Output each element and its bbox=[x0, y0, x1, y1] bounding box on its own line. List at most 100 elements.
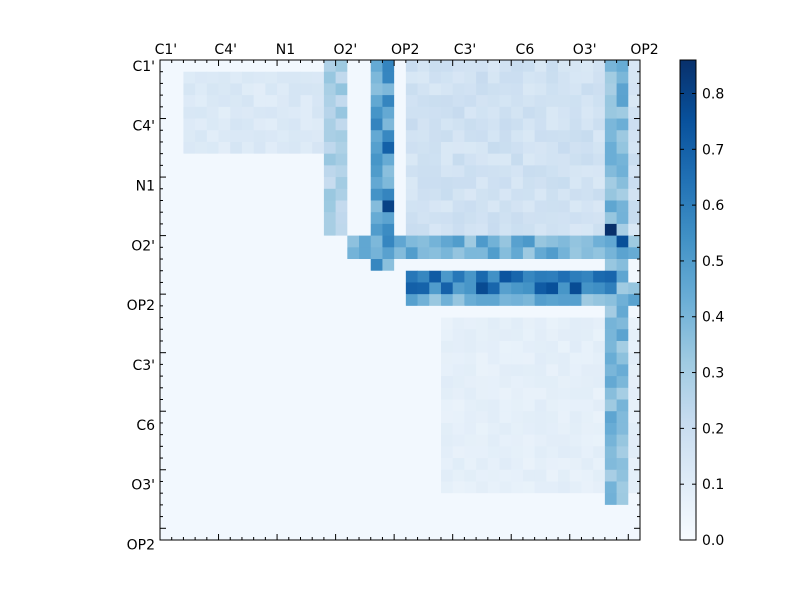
heatmap-cell bbox=[464, 305, 477, 318]
heatmap-cell bbox=[265, 399, 278, 412]
heatmap-cell bbox=[382, 294, 395, 307]
heatmap-cell bbox=[628, 235, 641, 248]
heatmap-cell bbox=[265, 177, 278, 190]
heatmap-cell bbox=[230, 469, 243, 482]
heatmap-cell bbox=[359, 95, 372, 108]
heatmap-cell bbox=[604, 411, 617, 424]
heatmap-cell bbox=[160, 329, 173, 342]
heatmap-cell bbox=[382, 399, 395, 412]
heatmap-cell bbox=[183, 340, 196, 354]
heatmap-cell bbox=[359, 340, 372, 354]
heatmap-cell bbox=[616, 504, 629, 517]
heatmap-cell bbox=[183, 364, 196, 377]
heatmap-cell bbox=[417, 493, 430, 506]
heatmap-cell bbox=[382, 458, 395, 471]
heatmap-cell bbox=[335, 153, 348, 166]
heatmap-cell bbox=[335, 212, 348, 225]
heatmap-cell bbox=[394, 212, 407, 225]
heatmap-cell bbox=[394, 481, 407, 494]
heatmap-cell bbox=[323, 212, 337, 225]
heatmap-cell bbox=[604, 364, 617, 377]
heatmap-cell bbox=[171, 95, 184, 108]
heatmap-cell bbox=[616, 458, 629, 471]
heatmap-cell bbox=[277, 317, 290, 330]
heatmap-cell bbox=[628, 493, 641, 506]
heatmap-cell bbox=[616, 516, 629, 529]
heatmap-cell bbox=[171, 83, 184, 96]
heatmap-cell bbox=[382, 83, 395, 96]
heatmap-cell bbox=[382, 177, 395, 190]
heatmap-cell bbox=[382, 493, 395, 506]
heatmap-cell bbox=[405, 329, 418, 342]
heatmap-cell bbox=[616, 329, 629, 342]
heatmap-cell bbox=[370, 317, 383, 330]
heatmap-cell bbox=[452, 259, 465, 272]
heatmap-cell bbox=[300, 71, 313, 84]
heatmap-cell bbox=[417, 259, 430, 272]
heatmap-cell bbox=[616, 305, 629, 318]
heatmap-cell bbox=[464, 130, 477, 143]
heatmap-cell bbox=[347, 177, 360, 190]
heatmap-cell bbox=[487, 504, 500, 517]
heatmap-cell bbox=[558, 165, 571, 178]
heatmap-cell bbox=[534, 399, 547, 412]
heatmap-cell bbox=[581, 294, 594, 307]
heatmap-cell bbox=[288, 188, 301, 201]
heatmap-cell bbox=[569, 469, 582, 482]
heatmap-cell bbox=[230, 376, 243, 389]
heatmap-cell bbox=[195, 223, 208, 237]
heatmap-cell bbox=[534, 364, 547, 377]
heatmap-cell bbox=[628, 130, 641, 143]
heatmap-cell bbox=[335, 504, 348, 517]
heatmap-cell bbox=[581, 106, 594, 119]
heatmap-cell bbox=[312, 247, 325, 260]
heatmap-cell bbox=[417, 200, 430, 213]
heatmap-cell bbox=[288, 165, 301, 178]
heatmap-cell bbox=[604, 387, 617, 400]
heatmap-cell bbox=[370, 282, 383, 295]
heatmap-cell bbox=[593, 516, 606, 529]
heatmap-cell bbox=[195, 282, 208, 295]
heatmap-cell bbox=[230, 352, 243, 365]
heatmap-cell bbox=[277, 411, 290, 424]
heatmap-cell bbox=[534, 305, 547, 318]
heatmap-cell bbox=[616, 364, 629, 377]
heatmap-cell bbox=[558, 364, 571, 377]
heatmap-cell bbox=[487, 282, 500, 295]
heatmap-cell bbox=[218, 446, 231, 459]
heatmap-cell bbox=[359, 399, 372, 412]
heatmap-cell bbox=[499, 458, 512, 471]
heatmap-cell bbox=[417, 329, 430, 342]
heatmap-cell bbox=[593, 469, 606, 482]
heatmap-cell bbox=[206, 177, 219, 190]
heatmap-cell bbox=[581, 387, 594, 400]
heatmap-cell bbox=[440, 71, 454, 84]
heatmap-cell bbox=[511, 516, 524, 529]
heatmap-cell bbox=[359, 165, 372, 178]
heatmap-cell bbox=[195, 516, 208, 529]
heatmap-cell bbox=[452, 528, 465, 541]
heatmap-cell bbox=[312, 340, 325, 354]
heatmap-cell bbox=[253, 493, 266, 506]
heatmap-cell bbox=[429, 282, 442, 295]
heatmap-cell bbox=[370, 294, 383, 307]
heatmap-cell bbox=[206, 270, 219, 283]
heatmap-cell bbox=[429, 516, 442, 529]
heatmap-cell bbox=[230, 118, 243, 131]
heatmap-cell bbox=[440, 329, 454, 342]
heatmap-cell bbox=[511, 130, 524, 143]
heatmap-cell bbox=[522, 516, 536, 529]
heatmap-cell bbox=[558, 434, 571, 447]
heatmap-cell bbox=[429, 387, 442, 400]
heatmap-cell bbox=[312, 177, 325, 190]
heatmap-cell bbox=[628, 481, 641, 494]
heatmap-cell bbox=[569, 235, 582, 248]
heatmap-cell bbox=[440, 60, 454, 73]
heatmap-cell bbox=[394, 177, 407, 190]
heatmap-cell bbox=[429, 165, 442, 178]
heatmap-cell bbox=[464, 528, 477, 541]
heatmap-cell bbox=[206, 83, 219, 96]
heatmap-cell bbox=[487, 446, 500, 459]
heatmap-cell bbox=[581, 504, 594, 517]
heatmap-cell bbox=[534, 270, 547, 283]
